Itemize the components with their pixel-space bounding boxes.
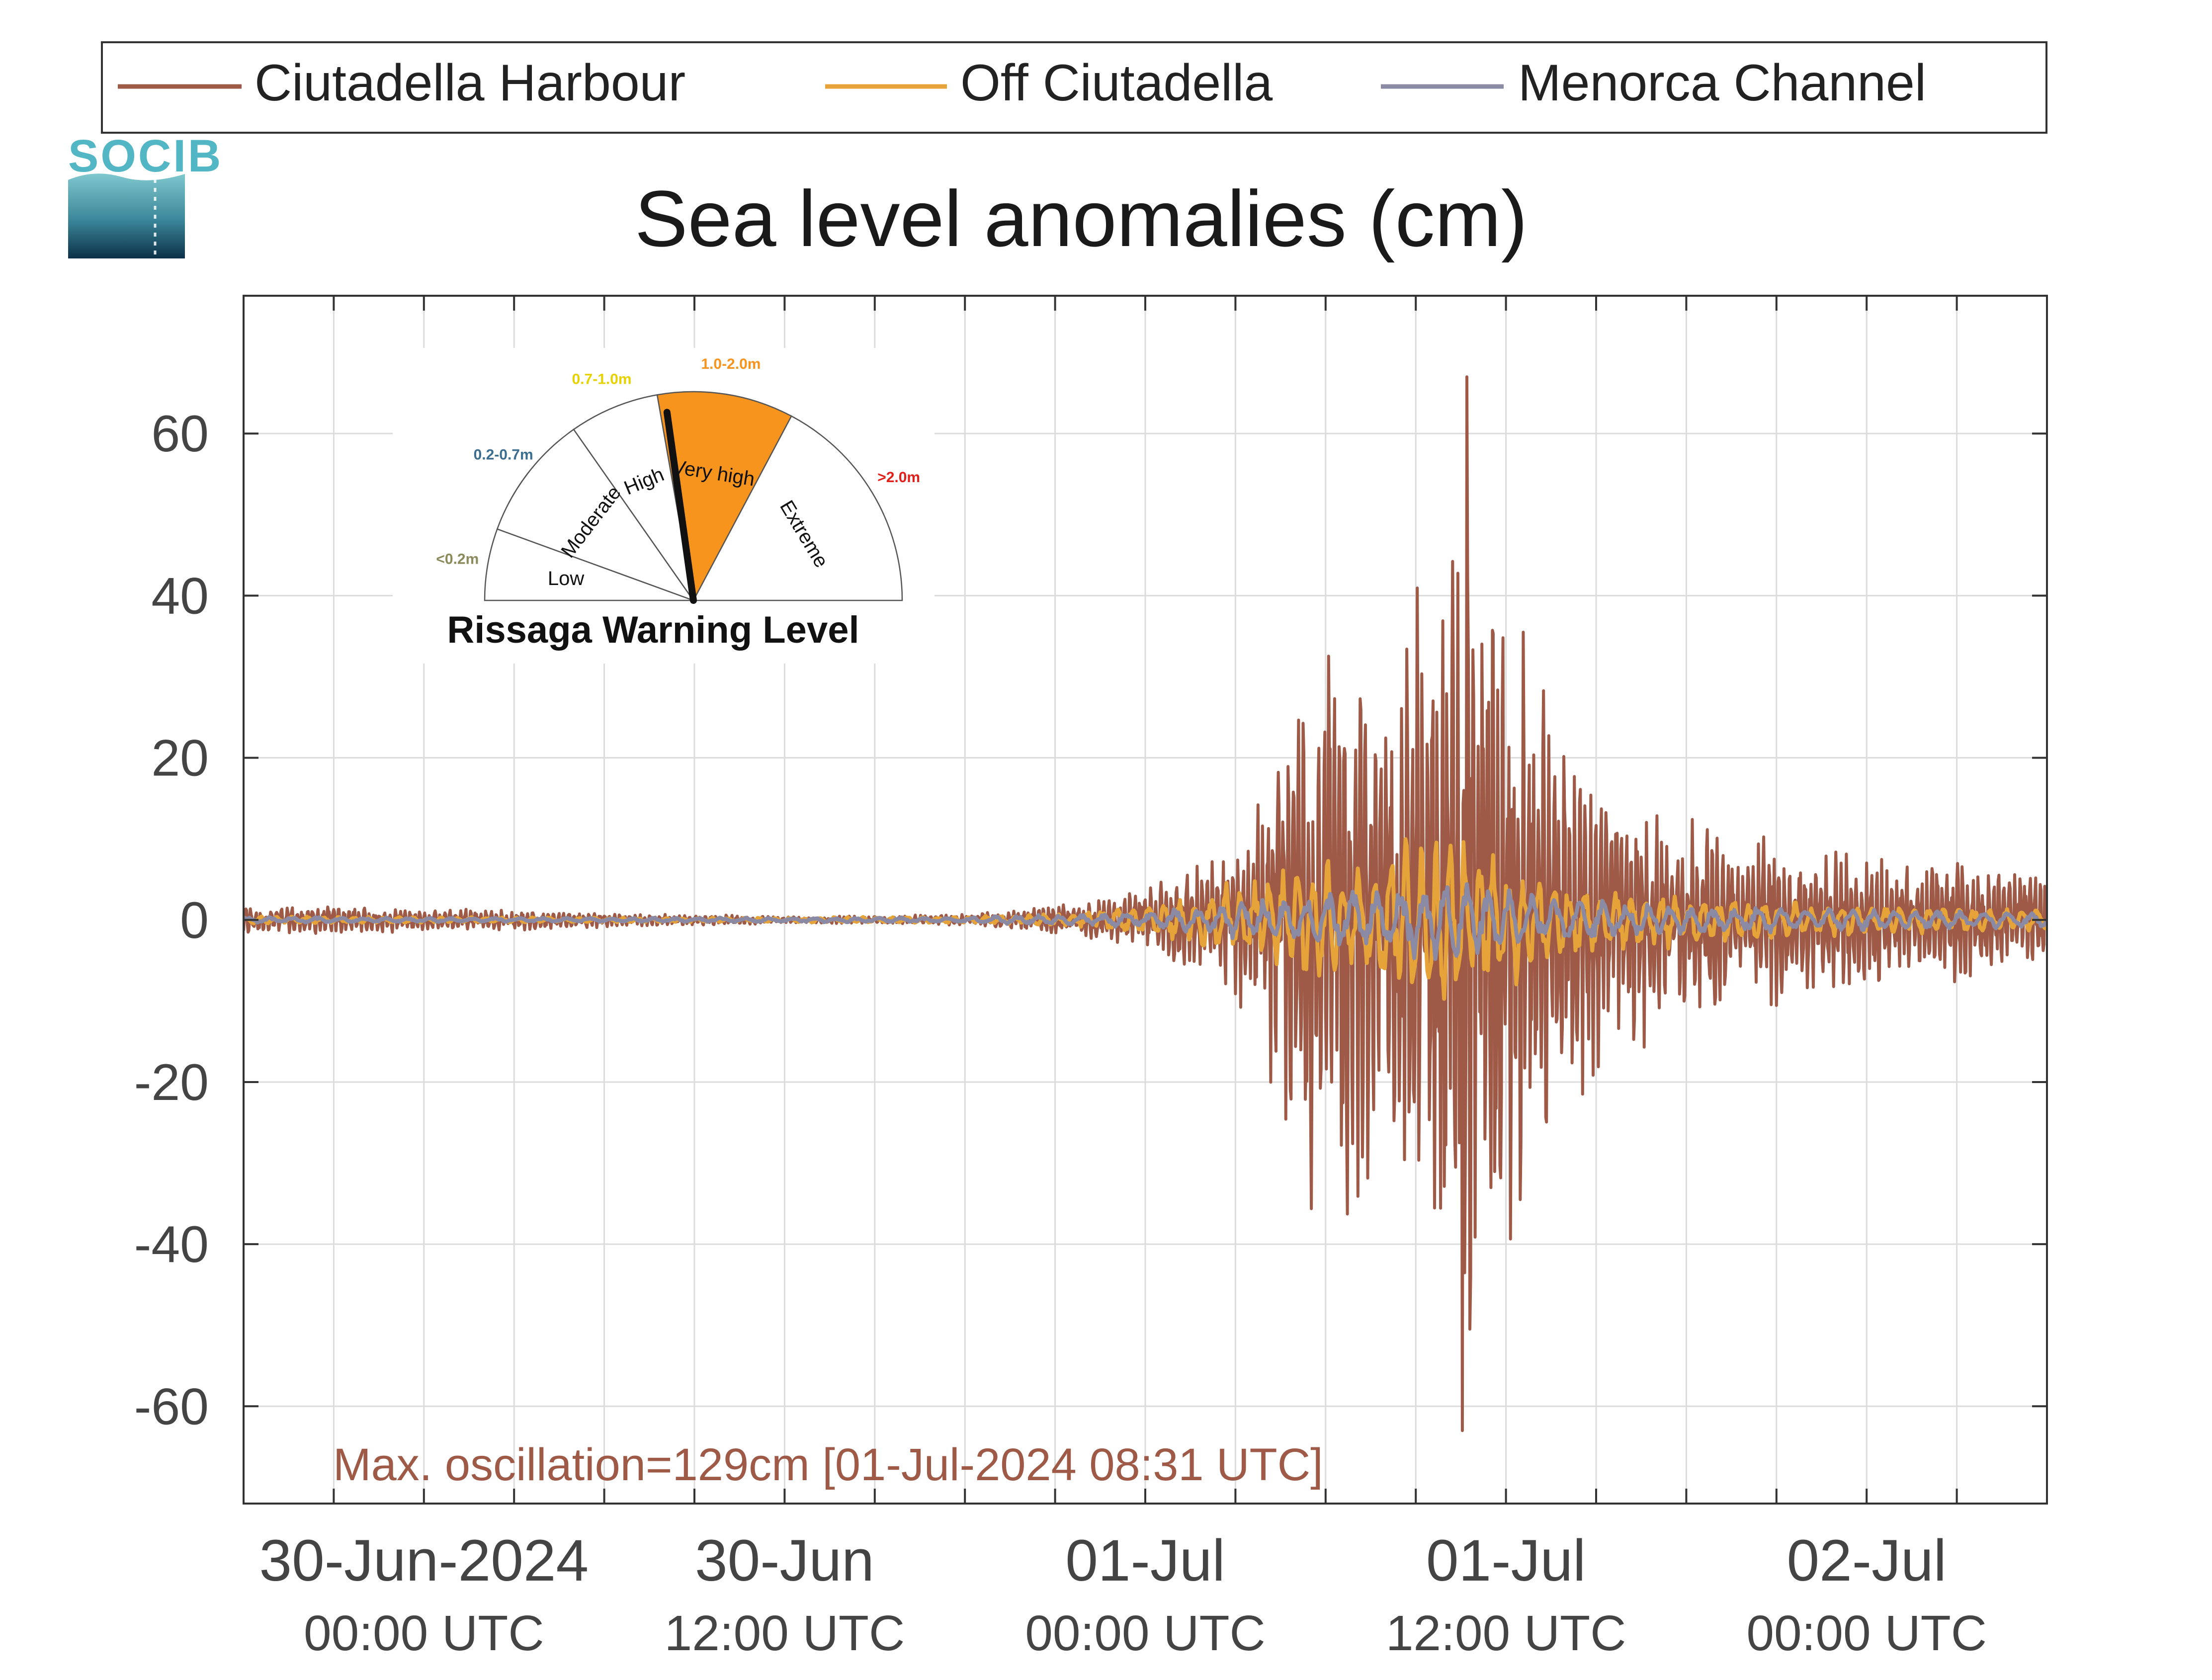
plot-area: Low Moderate High Very high Extreme <0.2…: [243, 295, 2048, 1505]
x-tick-sublabel: 12:00 UTC: [665, 1605, 905, 1661]
gauge-sector: [692, 415, 903, 601]
gauge-sector: [496, 428, 695, 602]
x-tick-sublabel: 12:00 UTC: [1386, 1605, 1626, 1661]
x-tick-label: 30-Jun: [695, 1528, 874, 1594]
socib-logo: SOCIB: [68, 131, 223, 258]
gauge-range-extreme: >2.0m: [877, 469, 920, 486]
series-line-channel: [244, 882, 2047, 961]
x-tick-sublabel: 00:00 UTC: [304, 1605, 544, 1661]
max-oscillation-annotation: Max. oscillation=129cm [01-Jul-2024 08:3…: [333, 1439, 1323, 1490]
gauge-sectors: [484, 391, 903, 602]
x-tick-sublabel: 00:00 UTC: [1746, 1605, 1987, 1661]
y-tick-label: 60: [151, 405, 209, 463]
gauge-range-high: 0.7-1.0m: [572, 371, 632, 388]
logo-wave-icon: [68, 173, 185, 258]
y-tick-label: 40: [151, 567, 209, 625]
y-tick-label: 0: [180, 892, 209, 949]
y-tick-label: -20: [134, 1054, 209, 1111]
y-tick-label: 20: [151, 730, 209, 787]
gauge-range-very-high: 1.0-2.0m: [701, 356, 761, 372]
y-axis-labels: -60 -40 -20 0 20 40 60: [134, 405, 209, 1435]
gauge-sector: [484, 528, 694, 601]
legend-item-harbour: Ciutadella Harbour: [118, 54, 685, 112]
x-tick-label: 02-Jul: [1787, 1528, 1947, 1594]
series-layer: [244, 375, 2047, 1432]
chart-title: Sea level anomalies (cm): [635, 174, 1528, 263]
x-tick-label: 30-Jun-2024: [259, 1528, 589, 1594]
legend-item-channel: Menorca Channel: [1381, 54, 1926, 112]
legend-frame: [101, 41, 2047, 134]
legend-label-harbour: Ciutadella Harbour: [255, 54, 685, 112]
gauge-pointer-icon: [663, 409, 697, 604]
axis-ticks: [244, 296, 2047, 1504]
legend-label-channel: Menorca Channel: [1518, 54, 1926, 112]
x-tick-label: 01-Jul: [1426, 1528, 1586, 1594]
legend-label-off: Off Ciutadella: [960, 54, 1273, 112]
legend-item-off: Off Ciutadella: [825, 54, 1273, 112]
gauge-sector: [573, 394, 694, 601]
legend: Ciutadella Harbour Off Ciutadella Menorc…: [101, 41, 2047, 134]
warning-gauge: Low Moderate High Very high Extreme <0.2…: [393, 348, 935, 664]
gauge-sector: [656, 391, 792, 602]
gauge-range-moderate: 0.2-0.7m: [474, 447, 533, 463]
gauge-title: Rissaga Warning Level: [447, 609, 859, 651]
x-tick-label: 01-Jul: [1065, 1528, 1225, 1594]
gauge-sector-label-low: Low: [548, 568, 584, 589]
x-tick-sublabel: 00:00 UTC: [1025, 1605, 1266, 1661]
x-axis-labels: 30-Jun-2024 00:00 UTC 30-Jun 12:00 UTC 01-Ju…: [259, 1528, 1986, 1661]
gauge-range-low: <0.2m: [436, 551, 479, 567]
logo-text: SOCIB: [68, 131, 223, 181]
y-tick-label: -40: [134, 1216, 209, 1273]
y-tick-label: -60: [134, 1378, 209, 1435]
